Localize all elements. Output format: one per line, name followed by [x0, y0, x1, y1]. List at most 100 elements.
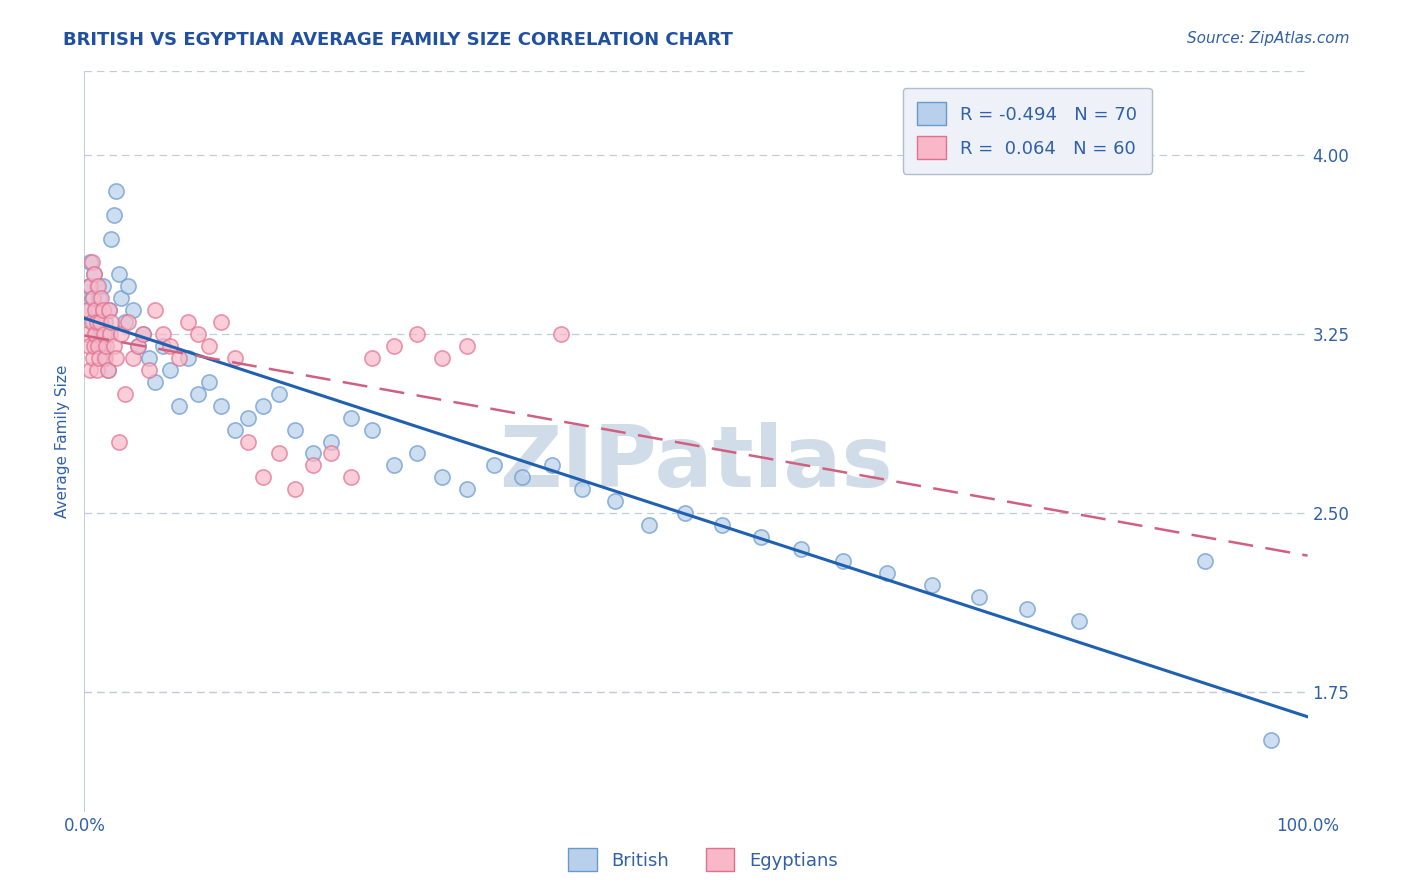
Point [94, 315, 117, 329]
Point [105, 184, 128, 198]
Point [340, 470, 363, 484]
Point [107, 268, 129, 282]
Point [83, 268, 105, 282]
Point [91, 279, 114, 293]
Point [143, 375, 166, 389]
Point [84, 327, 107, 342]
Point [100, 315, 122, 329]
Point [238, 434, 260, 449]
Point [252, 399, 274, 413]
Point [198, 339, 221, 353]
Point [86, 315, 108, 329]
Point [87, 279, 110, 293]
Point [143, 303, 166, 318]
Point [97, 363, 120, 377]
Point [831, 554, 853, 568]
Point [110, 291, 132, 305]
Point [93, 351, 115, 365]
Point [79, 255, 101, 269]
Point [360, 351, 382, 365]
Point [167, 351, 190, 365]
Point [284, 483, 307, 497]
Point [177, 351, 200, 365]
Point [921, 578, 943, 592]
Point [79, 279, 101, 293]
Point [224, 351, 246, 365]
Point [105, 351, 128, 365]
Point [1194, 554, 1216, 568]
Point [100, 231, 122, 245]
Point [114, 386, 136, 401]
Point [89, 315, 111, 329]
Point [321, 446, 343, 460]
Point [122, 351, 145, 365]
Text: ZIPatlas: ZIPatlas [499, 422, 893, 505]
Point [540, 458, 562, 473]
Point [138, 363, 160, 377]
Point [382, 458, 405, 473]
Point [77, 339, 100, 353]
Point [605, 494, 627, 508]
Point [430, 351, 453, 365]
Point [673, 506, 696, 520]
Point [406, 446, 429, 460]
Point [97, 303, 120, 318]
Point [127, 339, 149, 353]
Point [77, 303, 100, 318]
Point [187, 327, 209, 342]
Point [103, 339, 125, 353]
Point [84, 303, 107, 318]
Point [749, 530, 772, 544]
Point [510, 470, 533, 484]
Point [138, 351, 160, 365]
Point [456, 339, 478, 353]
Legend: British, Egyptians: British, Egyptians [561, 841, 845, 879]
Point [83, 339, 105, 353]
Point [177, 315, 200, 329]
Text: Source: ZipAtlas.com: Source: ZipAtlas.com [1187, 31, 1350, 46]
Point [97, 303, 120, 318]
Point [1260, 733, 1282, 747]
Point [80, 255, 103, 269]
Point [82, 291, 104, 305]
Point [80, 315, 103, 329]
Point [132, 327, 155, 342]
Point [87, 303, 110, 318]
Point [93, 327, 115, 342]
Point [790, 541, 813, 556]
Point [98, 327, 121, 342]
Point [83, 268, 105, 282]
Point [114, 315, 136, 329]
Point [198, 375, 221, 389]
Y-axis label: Average Family Size: Average Family Size [55, 365, 70, 518]
Point [77, 279, 100, 293]
Legend: R = -0.494   N = 70, R =  0.064   N = 60: R = -0.494 N = 70, R = 0.064 N = 60 [903, 87, 1152, 174]
Point [87, 339, 110, 353]
Point [87, 291, 110, 305]
Point [94, 351, 117, 365]
Point [321, 434, 343, 449]
Point [89, 327, 111, 342]
Point [117, 315, 139, 329]
Point [267, 446, 290, 460]
Point [482, 458, 505, 473]
Point [638, 518, 661, 533]
Point [209, 315, 232, 329]
Point [267, 386, 290, 401]
Point [91, 339, 114, 353]
Point [159, 363, 181, 377]
Point [302, 446, 325, 460]
Point [90, 291, 112, 305]
Point [103, 208, 125, 222]
Point [209, 399, 232, 413]
Point [90, 315, 112, 329]
Point [302, 458, 325, 473]
Point [76, 327, 98, 342]
Point [86, 279, 108, 293]
Point [430, 470, 453, 484]
Point [710, 518, 733, 533]
Point [86, 339, 108, 353]
Point [86, 363, 108, 377]
Point [77, 303, 100, 318]
Point [84, 327, 107, 342]
